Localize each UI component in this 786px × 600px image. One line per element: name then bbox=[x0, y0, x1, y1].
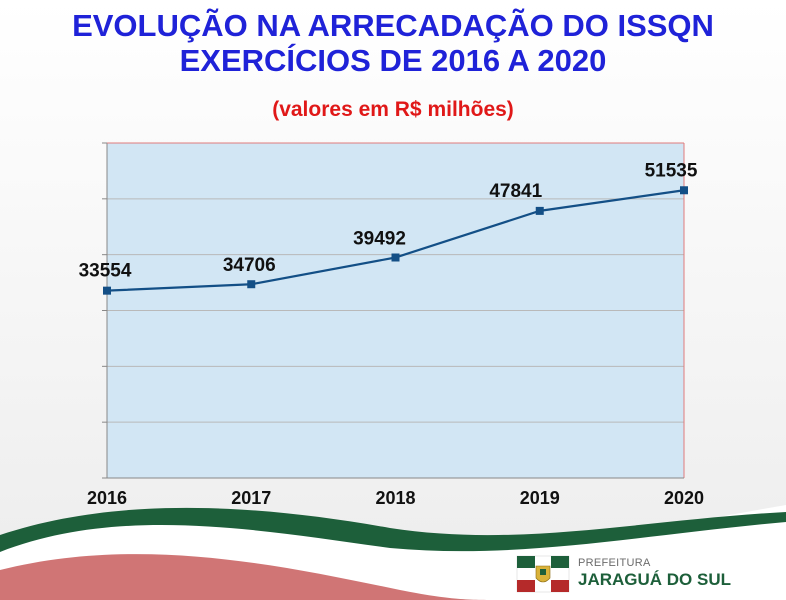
data-label: 47841 bbox=[489, 181, 542, 202]
data-label: 33554 bbox=[79, 261, 132, 282]
data-point-marker bbox=[391, 253, 400, 262]
chart-title-line-1: EVOLUÇÃO NA ARRECADAÇÃO DO ISSQN bbox=[72, 8, 714, 43]
chart-title-line-2: EXERCÍCIOS DE 2016 A 2020 bbox=[179, 43, 607, 78]
logo-city-name-text: JARAGUÁ DO SUL bbox=[578, 570, 732, 589]
green-wave bbox=[0, 507, 786, 552]
data-label: 34706 bbox=[223, 255, 276, 276]
jaragua-flag-logo bbox=[516, 555, 570, 593]
data-point-marker bbox=[103, 286, 111, 295]
chart-subtitle: (valores em R$ milhões) bbox=[272, 98, 514, 121]
data-point-marker bbox=[247, 280, 256, 289]
x-tick-labels: 2016 2017 2018 2019 2020 bbox=[87, 488, 704, 508]
data-point-marker bbox=[680, 186, 688, 195]
data-label: 51535 bbox=[645, 160, 698, 181]
logo-prefeitura-text: PREFEITURA bbox=[578, 557, 651, 569]
x-tick-label: 2017 bbox=[231, 488, 271, 508]
x-tick-label: 2016 bbox=[87, 488, 127, 508]
x-tick-label: 2018 bbox=[375, 488, 415, 508]
x-tick-label: 2019 bbox=[520, 488, 560, 508]
x-tick-label: 2020 bbox=[664, 488, 704, 508]
axes bbox=[106, 142, 685, 479]
lower-red-wave bbox=[0, 554, 500, 600]
series-line-group: 33554 34706 39492 47841 51535 bbox=[79, 160, 698, 295]
data-label: 39492 bbox=[353, 229, 406, 250]
data-point-marker bbox=[535, 206, 544, 215]
